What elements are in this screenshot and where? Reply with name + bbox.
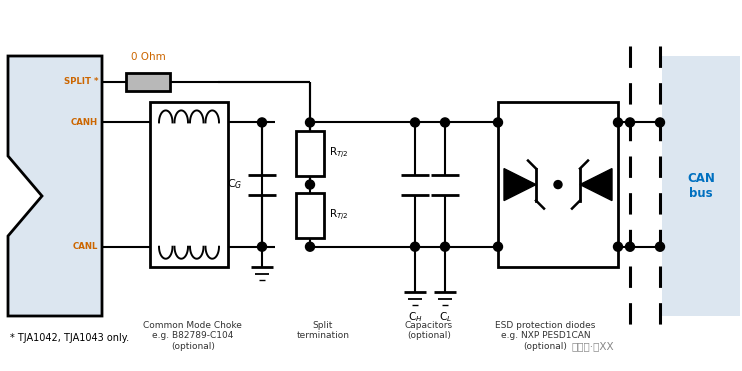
Text: 公众号·姚XX: 公众号·姚XX bbox=[571, 341, 614, 351]
Text: R$_{T/2}$: R$_{T/2}$ bbox=[329, 146, 349, 161]
Circle shape bbox=[306, 118, 315, 127]
Circle shape bbox=[441, 242, 450, 251]
Text: Capacitors
(optional): Capacitors (optional) bbox=[405, 321, 453, 341]
Circle shape bbox=[257, 118, 266, 127]
Circle shape bbox=[554, 181, 562, 188]
Text: CAN
bus: CAN bus bbox=[687, 172, 715, 200]
Circle shape bbox=[306, 242, 315, 251]
Circle shape bbox=[655, 118, 665, 127]
Circle shape bbox=[493, 242, 502, 251]
Text: Common Mode Choke
e.g. B82789-C104
(optional): Common Mode Choke e.g. B82789-C104 (opti… bbox=[143, 321, 243, 351]
Text: CANH: CANH bbox=[71, 118, 98, 127]
Text: C$_G$: C$_G$ bbox=[226, 178, 242, 191]
Circle shape bbox=[441, 118, 450, 127]
Text: C$_H$: C$_H$ bbox=[407, 310, 422, 324]
Circle shape bbox=[626, 242, 634, 251]
Polygon shape bbox=[580, 168, 612, 201]
Bar bbox=[126, 73, 170, 91]
Polygon shape bbox=[504, 168, 536, 201]
Bar bbox=[296, 193, 324, 238]
Polygon shape bbox=[8, 56, 102, 316]
Bar bbox=[498, 102, 618, 267]
Text: 0 Ohm: 0 Ohm bbox=[131, 52, 165, 62]
Bar bbox=[662, 56, 740, 316]
Bar bbox=[296, 131, 324, 176]
Text: CANL: CANL bbox=[73, 242, 98, 251]
Circle shape bbox=[257, 242, 266, 251]
Circle shape bbox=[626, 118, 634, 127]
Text: C$_L$: C$_L$ bbox=[439, 310, 451, 324]
Text: Split
termination: Split termination bbox=[296, 321, 349, 341]
Circle shape bbox=[410, 118, 419, 127]
Circle shape bbox=[614, 118, 623, 127]
Text: R$_{T/2}$: R$_{T/2}$ bbox=[329, 208, 349, 223]
Circle shape bbox=[306, 180, 315, 189]
Bar bbox=[150, 102, 228, 267]
Circle shape bbox=[614, 242, 623, 251]
Circle shape bbox=[410, 242, 419, 251]
Circle shape bbox=[493, 118, 502, 127]
Text: ESD protection diodes
e.g. NXP PESD1CAN
(optional): ESD protection diodes e.g. NXP PESD1CAN … bbox=[495, 321, 596, 351]
Text: * TJA1042, TJA1043 only.: * TJA1042, TJA1043 only. bbox=[10, 333, 129, 343]
Text: SPLIT *: SPLIT * bbox=[64, 77, 98, 86]
Circle shape bbox=[655, 242, 665, 251]
